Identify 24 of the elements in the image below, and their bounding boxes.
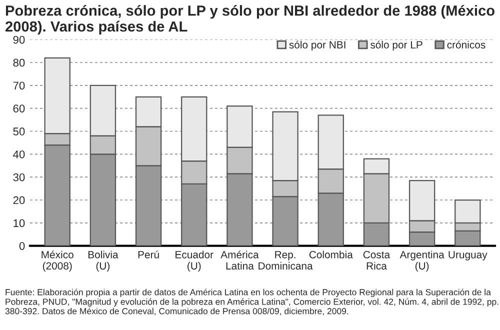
y-tick-label: 10 <box>14 219 25 228</box>
x-tick-label: México (2008) <box>42 250 74 272</box>
legend-label: crónicos <box>447 40 486 48</box>
x-tick-label: Costa Rica <box>363 250 390 270</box>
y-tick-label: 80 <box>13 58 25 67</box>
y-tick-label: 60 <box>13 104 25 112</box>
x-tick-label: Bolivia (U) <box>88 250 118 272</box>
y-tick-label: 90 <box>13 36 25 44</box>
x-tick-label: Uruguay <box>448 251 488 260</box>
x-tick-label: América Latina <box>220 250 259 270</box>
y-tick-label: 20 <box>13 196 25 204</box>
x-tick-label: Colombia <box>309 250 353 258</box>
y-tick-label: 0 <box>19 242 25 250</box>
x-tick-label: Perú <box>138 250 159 258</box>
y-tick-label: 30 <box>13 173 25 182</box>
y-tick-label: 40 <box>13 150 25 158</box>
y-tick-label: 50 <box>13 128 25 136</box>
source-note: Fuente: Elaboración propia a partir de datos de América Latina en los ochenta de Proyecto Regional para la Superación de la Pobreza, PNUD, "Magnitud y evolución de la pobreza en América Latina", Comercio Exterior, vol. 42, Núm. 4, abril de 1992, pp. 380-392. Datos de México de Coneval, Comunicado de Prensa 008/09, diciembre, 2009. <box>5 288 498 316</box>
chart-title: Pobreza crónica, sólo por LP y sólo por NBI alrededor de 1988 (México 2008). Varios países de AL <box>6 4 494 35</box>
legend-label: sólo por NBI <box>289 40 346 51</box>
y-tick-label: 70 <box>13 82 25 90</box>
legend-label: sólo por LP <box>370 40 422 51</box>
x-tick-label: Argentina (U) <box>400 250 444 272</box>
x-tick-label: Ecuador (U) <box>176 250 214 272</box>
